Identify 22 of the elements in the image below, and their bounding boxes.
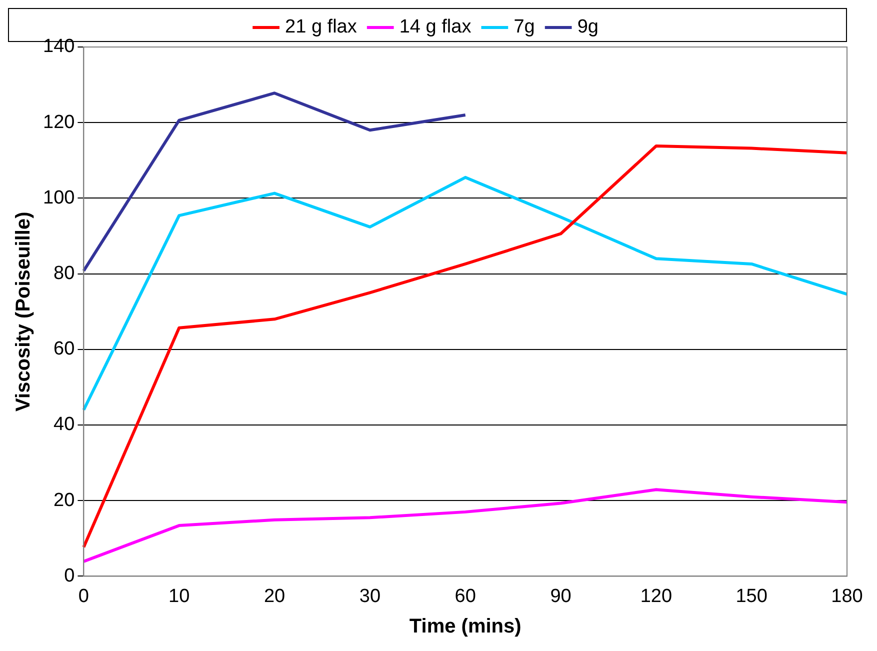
y-axis-title: Viscosity (Poiseuille)	[12, 212, 35, 412]
y-tick-label: 60	[54, 338, 75, 360]
y-tick-label: 20	[54, 490, 75, 511]
x-tick-label: 20	[264, 586, 286, 607]
x-axis-title: Time (mins)	[409, 616, 522, 638]
legend-label: 9g	[577, 16, 598, 38]
legend-label: 21 g flax	[285, 16, 358, 38]
x-tick-label: 180	[831, 586, 863, 607]
legend-label: 14 g flax	[399, 16, 472, 38]
y-tick-label: 40	[54, 414, 75, 436]
y-tick-label: 80	[54, 263, 75, 284]
x-tick-label: 30	[359, 586, 381, 607]
x-tick-label: 0	[78, 586, 89, 607]
x-tick-label: 150	[736, 586, 768, 607]
legend-label: 7g	[514, 16, 535, 38]
y-tick-label: 100	[43, 187, 75, 208]
y-tick-label: 120	[43, 112, 75, 133]
x-tick-label: 90	[550, 586, 572, 607]
y-tick-label: 0	[64, 565, 75, 586]
x-tick-label: 60	[454, 586, 476, 607]
x-tick-label: 120	[640, 586, 672, 607]
x-tick-label: 10	[168, 586, 190, 607]
